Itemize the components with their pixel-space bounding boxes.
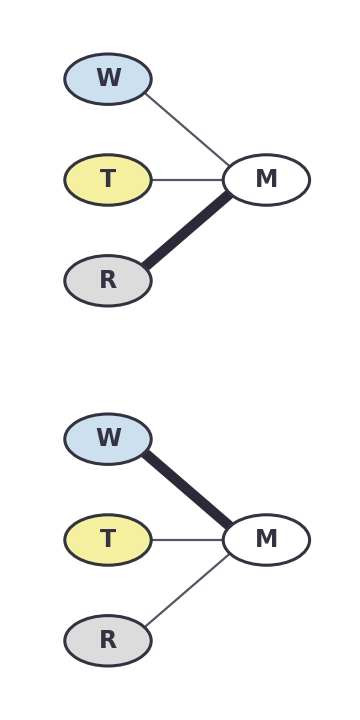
Text: M: M [255, 168, 278, 192]
Text: W: W [95, 427, 121, 451]
Ellipse shape [65, 616, 151, 666]
Ellipse shape [65, 256, 151, 306]
Text: R: R [99, 269, 117, 293]
Ellipse shape [223, 515, 310, 565]
Ellipse shape [65, 515, 151, 565]
Ellipse shape [65, 414, 151, 464]
Text: M: M [255, 528, 278, 552]
Text: T: T [100, 168, 116, 192]
Ellipse shape [65, 54, 151, 104]
Text: R: R [99, 629, 117, 653]
Ellipse shape [65, 155, 151, 205]
Text: W: W [95, 67, 121, 91]
Text: T: T [100, 528, 116, 552]
Ellipse shape [223, 155, 310, 205]
